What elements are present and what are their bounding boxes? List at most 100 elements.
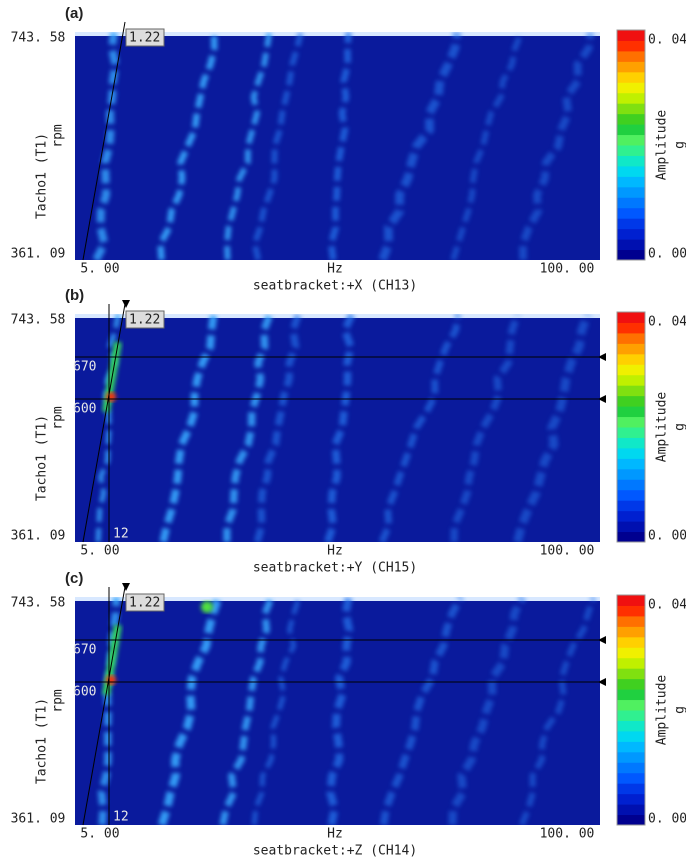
y-title: Tacho1 (T1) — [35, 133, 50, 219]
y-unit: rpm — [51, 124, 66, 148]
colorbar-step — [617, 699, 645, 711]
y-title: Tacho1 (T1) — [35, 698, 50, 784]
colorbar-step — [617, 165, 645, 177]
colorbar-title: Amplitude — [655, 110, 670, 181]
colorbar-step — [617, 720, 645, 732]
colorbar-step — [617, 479, 645, 491]
colorbar-step — [617, 458, 645, 470]
cursor-box — [125, 593, 165, 612]
plot-background — [75, 314, 600, 542]
colorbar-step — [617, 374, 645, 386]
rpm-marker — [598, 678, 606, 686]
x-min: 5. 00 — [80, 544, 119, 559]
rpm-line-label: 600 — [73, 685, 96, 700]
colorbar-step — [617, 531, 645, 543]
colorbar-step — [617, 61, 645, 73]
colorbar-step — [617, 427, 645, 438]
colorbar-step — [617, 197, 645, 209]
x-min: 5. 00 — [80, 262, 119, 277]
colorbar-step — [617, 647, 645, 659]
colorbar-title: Amplitude — [655, 392, 670, 463]
x-caption: seatbracket:+Y (CH15) — [253, 561, 417, 576]
colorbar-step — [617, 678, 645, 690]
colorbar-step — [617, 595, 645, 606]
top-band — [75, 32, 600, 36]
colorbar-min: 0. 00 — [648, 812, 686, 827]
colorbar-step — [617, 186, 645, 198]
colorbar-step — [617, 804, 645, 816]
rpm-marker — [598, 353, 606, 361]
harmonic-streak — [378, 32, 462, 260]
harmonic-streak — [219, 597, 275, 825]
y-max: 743. 58 — [11, 31, 66, 46]
y-min: 361. 09 — [11, 247, 66, 262]
rpm-line-label: 670 — [73, 643, 96, 658]
panel: (b) 1.22 670 600 12 743. 58 361. 09 Tacho1 (T1)… — [11, 287, 686, 576]
colorbar-unit: g — [673, 423, 686, 431]
colorbar-step — [617, 437, 645, 449]
colorbar-step — [617, 343, 645, 355]
plot-background — [75, 597, 600, 825]
y-max: 743. 58 — [11, 313, 66, 328]
x-unit: Hz — [327, 262, 343, 277]
colorbar-step — [617, 385, 645, 397]
y-unit: rpm — [51, 406, 66, 430]
panel-label: (b) — [65, 287, 84, 304]
colorbar-step — [617, 489, 645, 501]
colorbar-step — [617, 50, 645, 62]
rpm-marker — [598, 395, 606, 403]
harmonic-streak — [519, 32, 595, 260]
colorbar-step — [617, 605, 645, 617]
harmonic-streak — [324, 314, 356, 542]
y-min: 361. 09 — [11, 529, 66, 544]
colorbar-unit: g — [673, 141, 686, 149]
colorbar-step — [617, 312, 645, 323]
colorbar-step — [617, 416, 645, 428]
colorbar-step — [617, 82, 645, 94]
colorbar-step — [617, 395, 645, 407]
colorbar-step — [617, 228, 645, 240]
x-unit: Hz — [327, 544, 343, 559]
colorbar-step — [617, 814, 645, 826]
colorbar-max: 0. 04 — [648, 598, 686, 613]
colorbar-title: Amplitude — [655, 675, 670, 746]
colorbar-step — [617, 689, 645, 701]
y-max: 743. 58 — [11, 596, 66, 611]
colorbar-step — [617, 103, 645, 115]
top-band — [75, 314, 600, 318]
x-caption: seatbracket:+X (CH13) — [253, 279, 417, 294]
y-unit: rpm — [51, 689, 66, 713]
colorbar-step — [617, 668, 645, 680]
harmonic-streak — [378, 314, 462, 542]
cursor-value: 1.22 — [129, 313, 160, 328]
panel: (c) 1.22 670 600 12 743. 58 361. 09 Tacho1 (T1)… — [11, 570, 686, 859]
colorbar-step — [617, 364, 645, 376]
colorbar-step — [617, 239, 645, 251]
colorbar-max: 0. 04 — [648, 315, 686, 330]
cursor-marker — [122, 300, 130, 308]
panel-label: (c) — [65, 570, 83, 587]
harmonic-streak — [157, 32, 218, 260]
colorbar-step — [617, 521, 645, 533]
colorbar-step — [617, 500, 645, 512]
order-line — [82, 21, 126, 261]
colorbar-step — [617, 353, 645, 365]
harmonic-streak — [327, 32, 352, 260]
colorbar-step — [617, 322, 645, 334]
colorbar-step — [617, 145, 645, 156]
cursor-box — [125, 310, 165, 329]
colorbar-step — [617, 741, 645, 753]
colorbar-frame — [616, 311, 646, 543]
cursor-marker — [122, 583, 130, 591]
harmonic-streak — [379, 597, 465, 825]
rpm-marker — [598, 636, 606, 644]
colorbar-step — [617, 92, 645, 104]
colorbar-step — [617, 447, 645, 459]
harmonic-streak — [92, 32, 120, 260]
colorbar-step — [617, 406, 645, 418]
colorbar-unit: g — [673, 706, 686, 714]
cursor-value: 1.22 — [129, 596, 160, 611]
harmonic-streak — [518, 597, 597, 825]
cursor-value: 1.22 — [129, 31, 160, 46]
